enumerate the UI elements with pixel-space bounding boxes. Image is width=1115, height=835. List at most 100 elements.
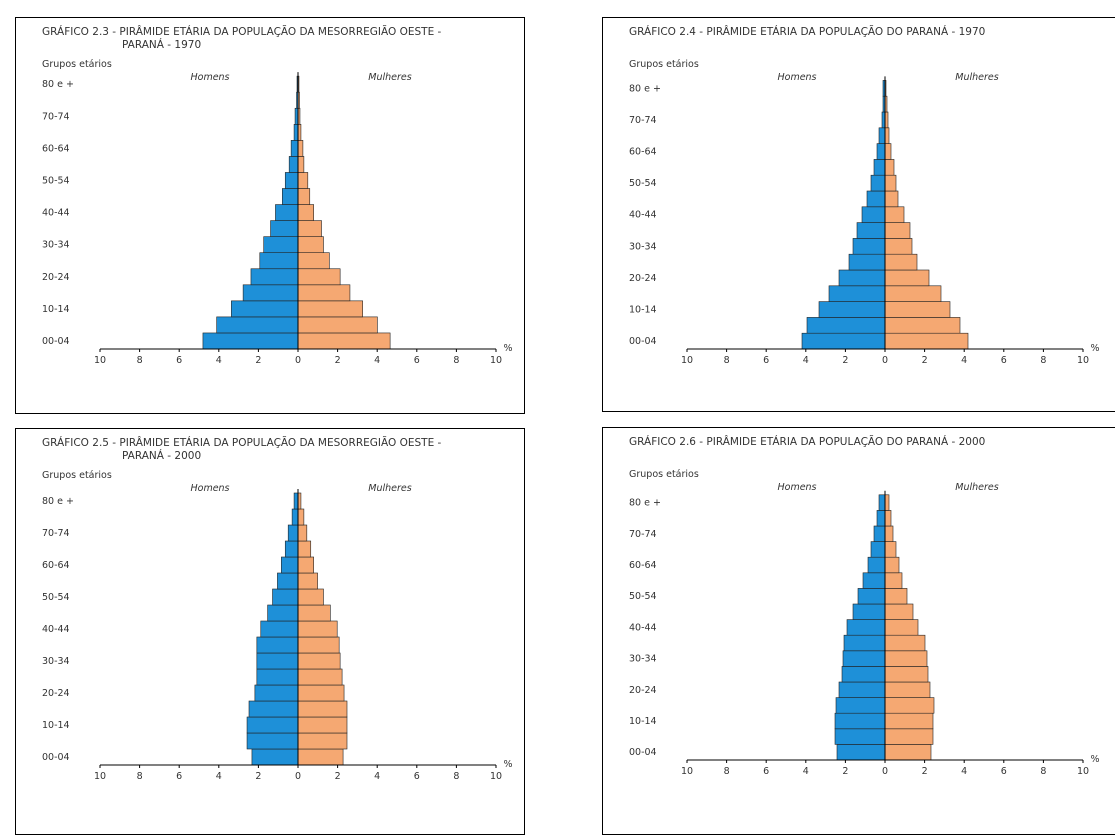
age-group-label: 20-24 [42,272,70,283]
x-tick-label: 6 [176,771,182,782]
x-tick-label: 10 [490,771,502,782]
bar-women [884,269,930,287]
bar-women [297,316,378,334]
x-tick-label: 8 [724,355,730,366]
y-axis-title: Grupos etários [42,59,112,70]
bar-men [202,332,299,350]
age-group-label: 30-34 [629,654,657,665]
x-tick-label: 0 [295,771,301,782]
age-group-label: 60-64 [42,143,70,154]
age-group-label: 00-04 [629,747,657,758]
bar-men [842,650,886,667]
bar-women [884,603,914,620]
bar-men [834,728,886,745]
bar-men [834,712,886,730]
bar-women [297,508,305,526]
age-group-label: 50-54 [42,592,70,603]
bar-men [267,604,299,622]
x-tick-label: 10 [681,355,693,366]
bar-women [297,572,318,590]
bar-women [297,156,305,173]
bar-men [828,285,886,302]
age-group-label: 80 e + [629,83,661,94]
bar-men [836,744,886,761]
x-tick-label: 0 [295,355,301,366]
bar-men [873,159,886,176]
x-tick-label: 8 [1040,766,1046,777]
bar-men [281,556,299,574]
chart-title: GRÁFICO 2.5 - PIRÂMIDE ETÁRIA DA POPULAÇ… [42,436,442,449]
bar-women [884,159,895,176]
series-label-women: Mulheres [955,482,998,493]
x-tick-label: 4 [961,355,967,366]
x-tick-label: 4 [216,771,222,782]
bar-women [297,524,308,542]
x-tick-label: 6 [1001,766,1007,777]
bar-women [884,174,897,192]
age-group-label: 50-54 [42,175,70,186]
bar-men [878,127,886,144]
x-tick-label: 8 [137,771,143,782]
bar-women [297,172,309,189]
bar-men [246,732,299,750]
age-group-label: 60-64 [42,560,70,571]
bar-women [297,700,348,718]
bar-men [848,253,886,271]
bar-women [884,301,951,318]
x-tick-label: 2 [842,355,848,366]
age-group-label: 80 e + [42,79,74,90]
bar-women [884,728,934,745]
x-tick-label: 2 [335,355,341,366]
age-group-label: 70-74 [42,111,70,122]
bar-men [870,541,886,558]
pyramid-chart-2-3: GRÁFICO 2.3 - PIRÂMIDE ETÁRIA DA POPULAÇ… [42,25,513,366]
chart-panel-2-6: GRÁFICO 2.6 - PIRÂMIDE ETÁRIA DA POPULAÇ… [602,427,1115,835]
bar-men [248,700,299,718]
x-tick-label: 2 [842,766,848,777]
chart-title-line2: PARANÁ - 1970 [122,38,201,51]
bar-women [884,744,932,761]
series-label-men: Homens [777,72,816,83]
age-group-label: 00-04 [42,336,70,347]
bar-women [297,268,341,286]
chart-panel-2-4: GRÁFICO 2.4 - PIRÂMIDE ETÁRIA DA POPULAÇ… [602,17,1115,412]
bar-men [277,572,299,590]
bar-men [870,174,886,192]
bar-women [884,541,897,558]
x-tick-label: 6 [1001,355,1007,366]
x-tick-label: 2 [255,355,261,366]
bar-men [216,316,299,334]
pyramid-chart-2-5: GRÁFICO 2.5 - PIRÂMIDE ETÁRIA DA POPULAÇ… [42,436,513,782]
age-group-label: 10-14 [42,304,70,315]
age-group-label: 10-14 [629,305,657,316]
x-tick-label: 10 [490,355,502,366]
x-tick-label: 10 [94,771,106,782]
y-axis-title: Grupos etários [42,470,112,481]
bar-women [884,127,890,144]
bar-women [884,619,919,636]
age-group-label: 20-24 [629,273,657,284]
x-tick-label: 4 [961,766,967,777]
series-label-men: Homens [777,482,816,493]
bar-men [852,238,886,255]
bar-men [846,619,886,636]
bar-women [884,634,926,652]
bar-men [231,300,299,318]
x-axis-unit: % [1090,343,1099,354]
x-tick-label: 2 [922,355,928,366]
bar-men [818,301,886,318]
bar-women [884,588,908,605]
chart-title: GRÁFICO 2.4 - PIRÂMIDE ETÁRIA DA POPULAÇ… [629,25,985,38]
bar-men [861,206,886,223]
bar-men [841,666,886,683]
bar-women [297,204,314,221]
x-tick-label: 10 [1077,766,1089,777]
chart-panel-2-5: GRÁFICO 2.5 - PIRÂMIDE ETÁRIA DA POPULAÇ… [15,428,525,835]
age-group-label: 50-54 [629,591,657,602]
bar-men [857,588,886,605]
x-tick-label: 0 [882,355,888,366]
bar-men [260,620,299,638]
bar-women [297,300,363,318]
x-tick-label: 6 [763,355,769,366]
bar-men [835,697,886,714]
